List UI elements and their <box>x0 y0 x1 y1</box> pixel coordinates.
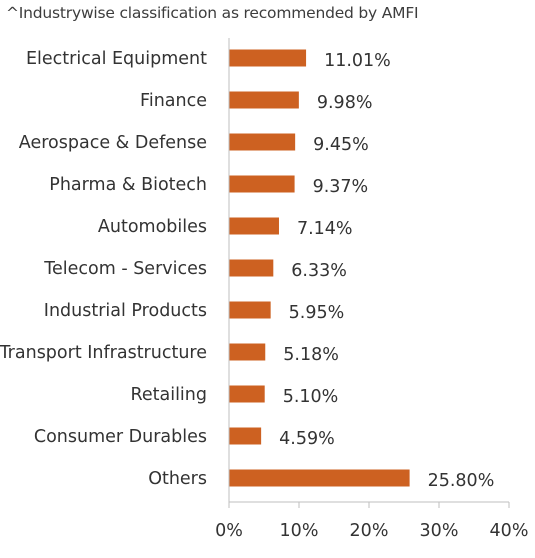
bar <box>229 343 266 361</box>
category-label: Aerospace & Defense <box>19 133 207 153</box>
category-label: Telecom - Services <box>43 259 207 279</box>
category-label: Electrical Equipment <box>26 49 207 69</box>
bar <box>229 469 410 487</box>
value-label: 25.80% <box>428 471 495 491</box>
category-label: Transport Infrastructure <box>0 343 207 363</box>
category-label: Retailing <box>130 385 207 405</box>
x-tick-label: 0% <box>215 521 243 541</box>
value-label: 9.37% <box>313 177 369 197</box>
value-label: 4.59% <box>279 429 335 449</box>
bar <box>229 91 299 109</box>
x-tick-label: 10% <box>280 521 319 541</box>
category-label: Consumer Durables <box>34 427 207 447</box>
x-axis: 0% 10% 20% 30% 40% <box>215 38 528 541</box>
bar <box>229 217 279 235</box>
bar <box>229 385 265 403</box>
value-label: 5.95% <box>289 303 345 323</box>
value-label: 5.18% <box>283 345 339 365</box>
value-label: 9.98% <box>317 93 373 113</box>
bars-layer: Electrical Equipment 11.01% Finance 9.98% Ae… <box>0 49 494 491</box>
value-label: 9.45% <box>313 135 369 155</box>
category-label: Others <box>148 469 207 489</box>
x-tick-label: 30% <box>420 521 459 541</box>
value-label: 6.33% <box>291 261 347 281</box>
classification-footnote: ^Industrywise classification as recommen… <box>6 4 419 22</box>
category-label: Automobiles <box>98 217 207 237</box>
bar <box>229 259 274 277</box>
x-tick-label: 20% <box>350 521 389 541</box>
value-label: 5.10% <box>283 387 339 407</box>
bar <box>229 301 271 319</box>
category-label: Finance <box>140 91 207 111</box>
bar <box>229 133 296 151</box>
value-label: 11.01% <box>324 51 391 71</box>
category-label: Pharma & Biotech <box>49 175 207 195</box>
category-label: Industrial Products <box>44 301 207 321</box>
bar <box>229 175 295 193</box>
bar <box>229 49 307 67</box>
x-tick-label: 40% <box>490 521 529 541</box>
value-label: 7.14% <box>297 219 353 239</box>
bar <box>229 427 262 445</box>
